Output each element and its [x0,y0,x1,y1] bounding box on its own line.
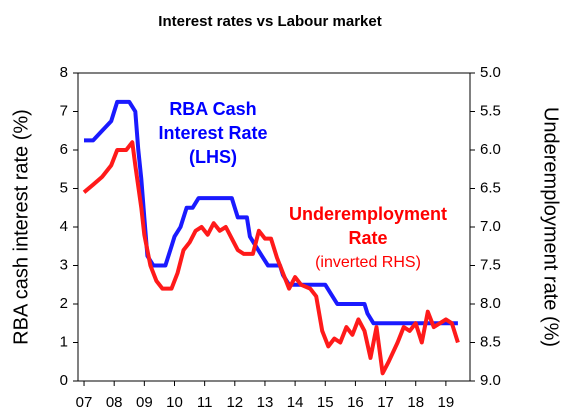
y-tick-label: 5 [60,179,68,196]
x-tick-label: 07 [76,394,93,411]
y2-axis-label: Underemployment rate (%) [540,107,562,347]
x-tick-label: 18 [407,394,424,411]
x-tick-label: 09 [136,394,153,411]
y-tick-label: 3 [60,256,68,273]
y-tick-label: 0 [60,372,68,389]
annotation: Rate [348,228,387,248]
y-tick-label: 6 [60,141,68,158]
y-tick-label: 8 [60,64,68,81]
x-tick-label: 19 [438,394,455,411]
data-line [84,99,458,326]
x-tick-label: 13 [257,394,274,411]
y2-tick-label: 7.0 [480,218,501,235]
x-tick-label: 17 [377,394,394,411]
y2-tick-label: 6.5 [480,179,501,196]
x-tick-label: 10 [166,394,183,411]
y2-tick-label: 7.5 [480,256,501,273]
y2-tick-label: 5.0 [480,64,501,81]
x-tick-label: 15 [317,394,334,411]
x-tick-label: 11 [197,394,213,411]
y-axis-label: RBA cash interest rate (%) [10,109,32,345]
y2-tick-label: 9.0 [480,372,501,389]
y2-tick-label: 5.5 [480,102,501,119]
y2-tick-label: 8.5 [480,333,501,350]
data-line [82,140,460,376]
x-tick-label: 16 [347,394,364,411]
annotation: Underemployment [289,204,447,224]
y2-tick-label: 8.0 [480,295,501,312]
y2-tick-label: 6.0 [480,141,501,158]
y-tick-label: 7 [60,102,68,119]
y-tick-label: 1 [60,333,68,350]
annotation: Interest Rate [158,123,267,143]
y-tick-label: 4 [60,218,68,235]
annotation: RBA Cash [169,99,256,119]
annotation: (inverted RHS) [315,254,421,271]
x-tick-label: 12 [226,394,243,411]
x-tick-label: 14 [287,394,304,411]
x-tick-label: 08 [106,394,123,411]
y-tick-label: 2 [60,295,68,312]
chart-title: Interest rates vs Labour market [158,13,381,30]
annotation: (LHS) [189,147,237,167]
